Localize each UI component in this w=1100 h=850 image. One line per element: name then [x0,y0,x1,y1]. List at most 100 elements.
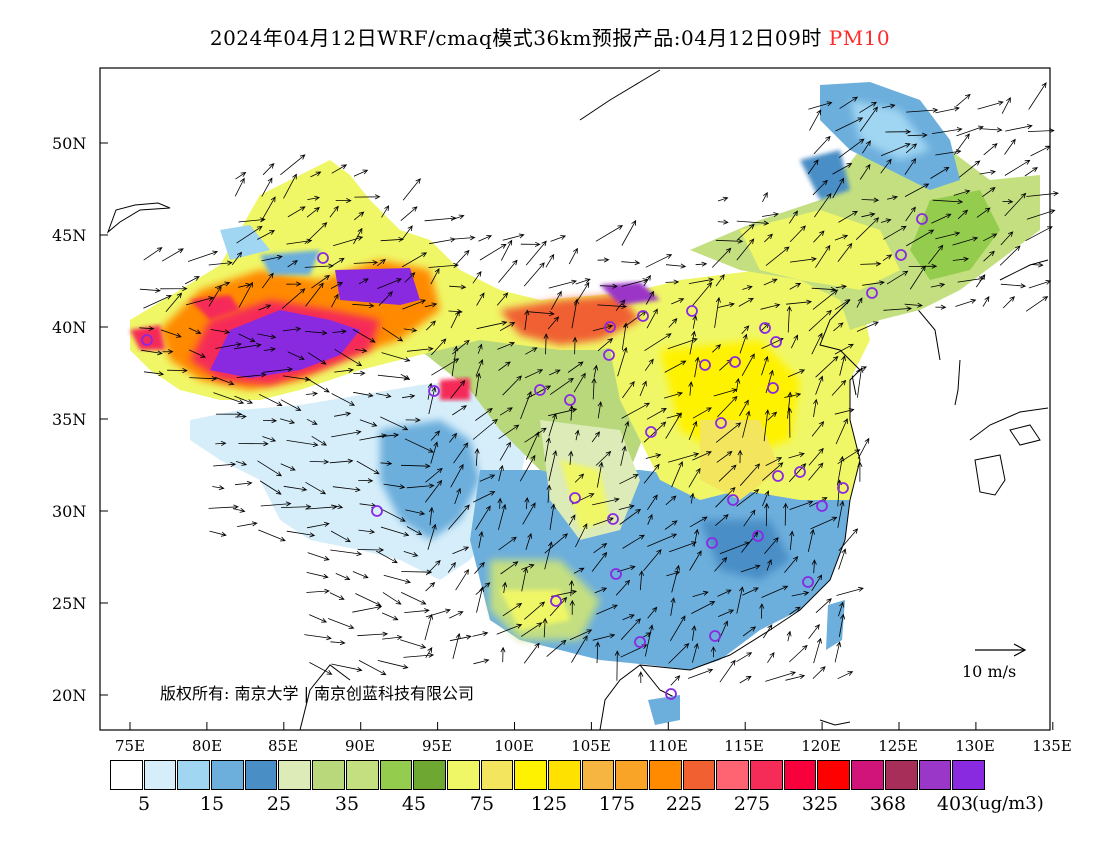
wind-arrow [1002,296,1015,309]
wind-arrow [592,517,614,526]
wind-arrow [449,284,467,290]
wind-arrow [813,135,831,155]
wind-arrow [717,302,735,308]
wind-arrow [500,239,513,261]
wind-arrow [479,474,496,482]
wind-arrow [621,260,641,266]
wind-arrow [621,402,651,419]
wind-arrow [807,159,819,175]
wind-arrow [402,178,421,201]
wind-arrow [502,375,522,396]
station-marker [752,530,764,542]
wind-arrow [638,671,644,683]
wind-arrow [861,197,880,203]
wind-arrow [499,407,513,416]
wind-arrow [401,569,433,575]
wind-arrow [835,418,848,445]
wind-arrow [358,660,387,676]
wind-arrow [287,260,298,268]
wind-arrow [520,241,541,247]
wind-arrow [593,364,599,378]
wind-arrow [935,231,961,240]
wind-arrow [643,549,662,572]
wind-arrow [956,93,971,107]
wind-arrow [880,158,892,174]
wind-arrow [644,333,672,352]
wind-arrow [544,533,568,554]
wind-arrow [235,461,248,466]
wind-arrow [760,303,781,310]
station-marker [759,322,771,334]
wind-arrow [524,601,546,620]
colorbar-swatch [716,760,750,790]
colorbar-swatch [918,760,952,790]
station-marker [772,470,784,482]
wind-arrow [425,467,443,483]
wind-arrow [717,395,738,418]
wind-arrow [496,623,523,635]
colorbar-label: 125 [530,793,568,815]
station-marker [610,568,622,580]
wind-arrow [719,659,736,683]
wind-arrow [647,533,678,547]
wind-arrow [188,327,202,334]
wind-arrow [496,292,509,306]
wind-arrow [885,129,912,135]
wind-arrow [931,127,963,134]
wind-arrow [406,346,434,352]
wind-arrow [687,668,714,679]
wind-arrow [380,508,406,522]
wind-arrow [139,325,155,331]
wind-arrow [736,586,745,614]
wind-arrow [381,205,390,218]
wind-arrow [550,290,562,310]
lon-label-115e: 115E [724,737,764,755]
wind-arrow [357,547,385,553]
wind-arrow [575,523,588,548]
wind-arrow [259,480,282,495]
wind-arrow [571,635,588,663]
wind-arrow [549,596,568,617]
wind-arrow [305,282,324,307]
colorbar-swatch [480,760,514,790]
wind-arrow [718,609,735,617]
wind-arrow [815,375,824,395]
wind-scale-label: 10 m/s [962,662,1017,681]
wind-arrow [789,500,814,510]
wind-arrow [498,464,504,482]
wind-arrow [808,623,820,639]
wind-arrow [546,639,567,657]
station-marker [637,310,649,322]
wind-arrow [279,418,296,425]
wind-arrow [238,217,266,223]
wind-arrow [523,642,540,664]
station-markers [141,213,928,700]
wind-arrow [1028,82,1047,110]
wind-arrow [569,599,575,615]
wind-arrow [812,666,826,679]
wind-arrow [139,287,161,293]
wind-arrow [358,478,374,484]
wind-arrow [1004,159,1031,176]
wind-arrow [283,173,297,199]
wind-arrow [403,652,435,658]
wind-arrow [761,355,769,376]
wind-arrow [331,293,339,308]
wind-arrow [335,573,351,581]
wind-arrow [208,504,239,510]
station-marker [727,494,739,506]
lon-label-130e: 130E [955,737,995,755]
wind-arrow [235,172,247,180]
station-marker [645,426,657,438]
wind-arrow [359,433,388,441]
wind-arrow [519,454,536,482]
wind-arrow [834,641,842,663]
wind-arrow [787,391,793,419]
wind-arrow [329,592,345,600]
wind-arrow [807,528,815,552]
wind-arrow [813,230,825,243]
wind-arrow [688,420,698,441]
lat-label-50n: 50N [52,134,87,153]
wind-arrow [233,342,262,350]
wind-arrow [837,500,845,528]
